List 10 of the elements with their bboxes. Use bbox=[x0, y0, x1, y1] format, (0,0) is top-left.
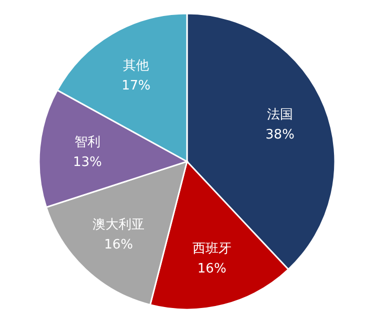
slice-label: 西班牙 bbox=[192, 241, 232, 256]
data-label: 13% bbox=[72, 155, 102, 170]
data-label: 16% bbox=[104, 237, 133, 252]
slice-label: 智利 bbox=[74, 135, 100, 150]
slice-label: 法国 bbox=[266, 108, 293, 123]
data-label: 16% bbox=[197, 261, 226, 276]
slice-label: 其他 bbox=[123, 58, 150, 74]
data-label: 17% bbox=[122, 78, 151, 94]
slice-label: 澳大利亚 bbox=[92, 217, 145, 232]
data-label: 38% bbox=[266, 128, 294, 143]
